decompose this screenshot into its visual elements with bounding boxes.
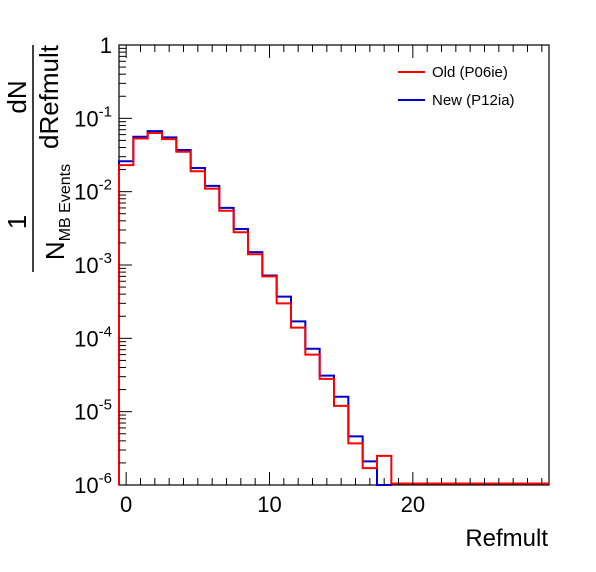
series-line-new-p12ia — [118, 130, 549, 486]
legend: Old (P06ie) New (P12ia) — [398, 64, 515, 109]
y-tick-label-base: 1 — [100, 33, 112, 58]
series-line-old-p06ie — [118, 132, 549, 485]
y-tick-label: 10-5 — [74, 397, 112, 425]
y-tick-label: 10-6 — [74, 470, 112, 498]
y-tick-label-base: 10 — [74, 473, 98, 498]
y-label-factor-numerator: 1 — [2, 215, 32, 229]
y-tick-label: 10-2 — [74, 177, 112, 205]
y-tick-labels: 10-610-510-410-310-210-11 — [74, 33, 112, 498]
y-tick-label-exponent: -1 — [99, 103, 112, 120]
y-tick-label: 10-1 — [74, 103, 112, 131]
ticks-layer — [119, 44, 543, 486]
x-axis-label: Refmult — [465, 525, 548, 552]
y-label-deriv-denominator: dRefmult — [34, 44, 64, 149]
x-tick-labels: 0 10 20 — [120, 492, 425, 517]
y-label-factor-denominator-main: N — [40, 241, 70, 260]
y-tick-label-exponent: -2 — [99, 177, 112, 194]
x-tick-label: 20 — [401, 492, 425, 517]
y-tick-label-exponent: -6 — [99, 470, 112, 487]
series-layer — [118, 130, 549, 486]
y-tick-label: 10-4 — [74, 323, 112, 351]
legend-label: New (P12ia) — [432, 92, 515, 109]
x-tick-label: 0 — [120, 492, 132, 517]
y-tick-label-exponent: -5 — [99, 397, 112, 414]
y-tick-label-base: 10 — [74, 400, 98, 425]
y-label-deriv-numerator: dN — [2, 80, 32, 113]
y-tick-label: 1 — [100, 33, 112, 58]
y-tick-label-base: 10 — [74, 180, 98, 205]
x-tick-label: 10 — [257, 492, 281, 517]
legend-label: Old (P06ie) — [432, 64, 508, 81]
y-tick-label-base: 10 — [74, 326, 98, 351]
y-axis-label: 1 NMB Events dN dRefmult — [2, 44, 74, 272]
y-label-factor-denominator: NMB Events — [40, 164, 74, 260]
y-tick-label-exponent: -3 — [99, 250, 112, 267]
y-tick-label-base: 10 — [74, 106, 98, 131]
plot-frame — [118, 44, 550, 486]
y-tick-label: 10-3 — [74, 250, 112, 278]
y-tick-label-exponent: -4 — [99, 323, 112, 340]
y-label-factor-denominator-sub: MB Events — [57, 164, 74, 241]
y-tick-label-base: 10 — [74, 253, 98, 278]
